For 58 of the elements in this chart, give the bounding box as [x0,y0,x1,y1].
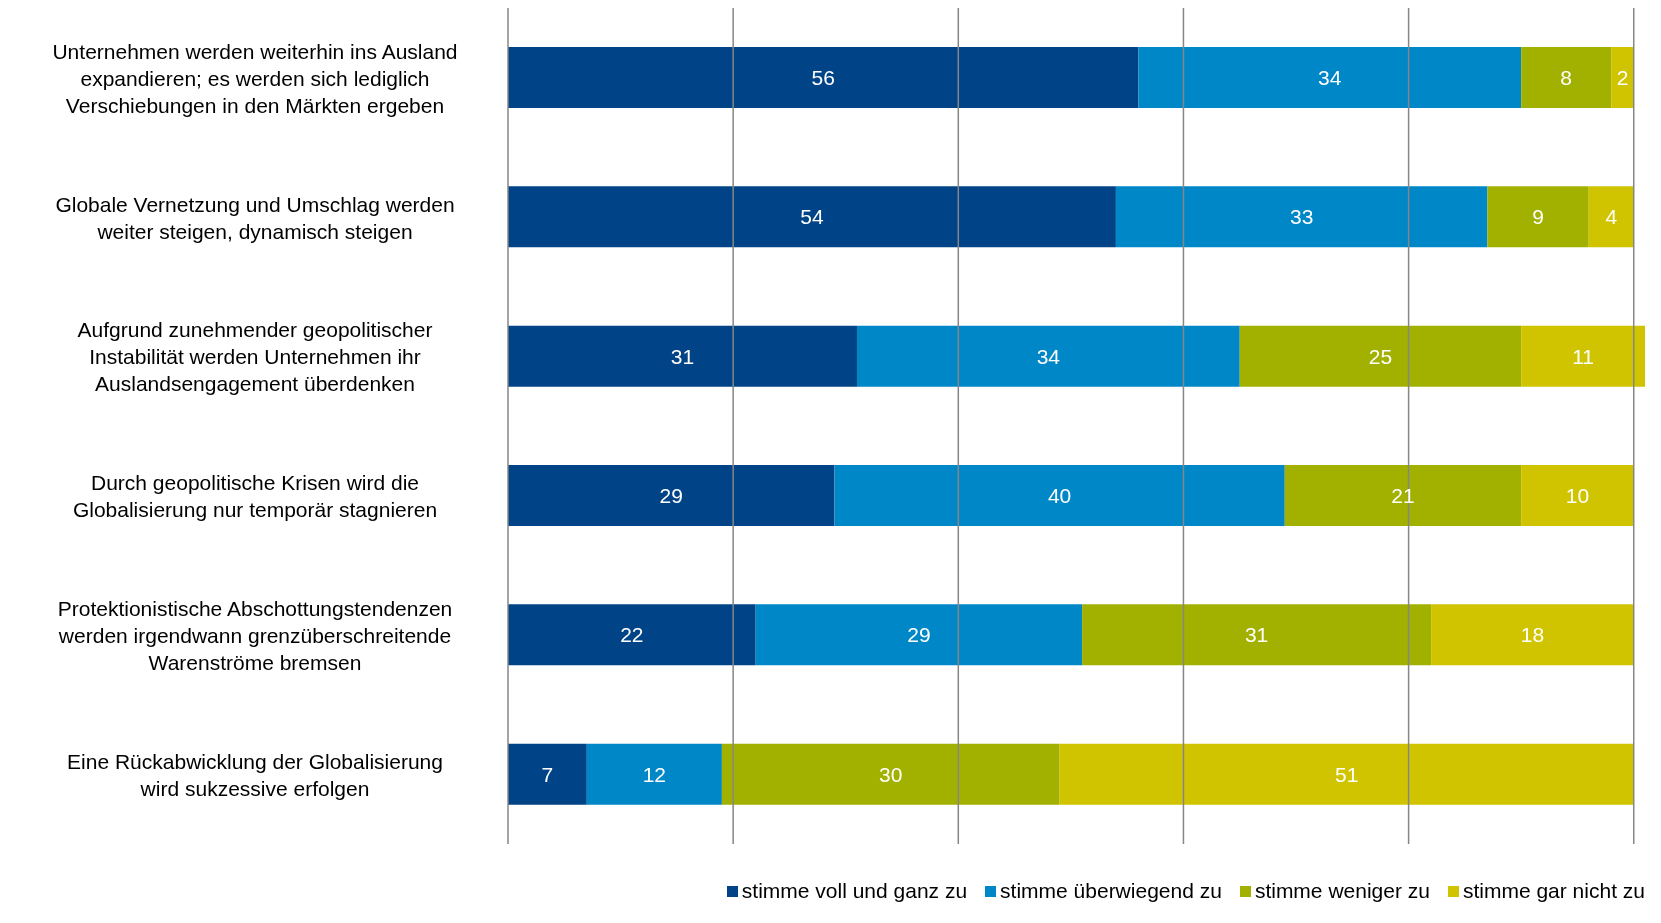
bar [856,325,1240,387]
data-label: 10 [1565,483,1590,507]
data-label: 51 [1335,762,1359,786]
data-label: 18 [1520,623,1545,647]
bar [1521,47,1612,109]
data-label: 34 [1036,344,1061,368]
y-tick-label: Aufgrund zunehmender geopolitischer Instabilität werden Unternehmen ihr Auslandsengagement überdenken [77,317,433,395]
data-label: 31 [670,344,695,368]
data-label: 30 [879,762,903,786]
bar [1521,325,1645,387]
y-tick-label: Unternehmen werden weiterhin ins Ausland expandieren; es werden sich lediglich Verschiebungen in den Märkten ergeben [52,39,458,117]
bar [508,743,587,805]
data-label: 56 [811,65,835,89]
y-tick-label: Protektionistische Abschottungstendenzen werden irgendwann grenzüberschreitende Warenströme bremsen [57,596,453,674]
bar [508,465,835,527]
bar [1588,186,1634,248]
bar [508,47,1139,109]
data-label: 25 [1368,344,1393,368]
data-label: 9 [1532,205,1544,229]
data-label: 31 [1244,623,1269,647]
data-label: 2 [1616,65,1629,89]
legend-label: stimme überwiegend zu [999,879,1222,903]
data-label: 29 [907,623,931,647]
y-tick-label: Globale Vernetzung und Umschlag werden weiter steigen, dynamisch steigen [55,192,455,242]
bar [834,465,1285,527]
bar [1521,465,1634,527]
data-label: 8 [1560,65,1573,89]
bar [721,743,1060,805]
legend-label: stimme voll und ganz zu [740,879,968,903]
bar [508,325,857,387]
y-tick-label: Eine Rückabwicklung der Globalisierung wird sukzessive erfolgen [67,749,443,800]
bar [1138,47,1522,109]
y-tick-label: Durch geopolitische Krisen wird die Globalisierung nur temporär stagnieren [72,470,438,521]
data-label: 4 [1605,205,1618,229]
data-label: 21 [1391,483,1415,507]
data-label: 11 [1572,344,1594,368]
legend-label: stimme weniger zu [1253,879,1430,903]
bar [586,743,722,805]
bar [1284,465,1522,527]
data-label: 29 [659,483,683,507]
bar [1611,47,1634,109]
data-label: 34 [1318,65,1342,89]
bar [1115,186,1488,248]
bar [508,604,756,666]
bar [1487,186,1589,248]
data-label: 22 [620,623,644,647]
bar [1059,743,1634,805]
bar [1082,604,1432,666]
bar [755,604,1083,666]
legend-label: stimme gar nicht zu [1461,879,1645,903]
data-label: 33 [1289,205,1314,229]
data-label: 7 [541,762,554,786]
bar [1431,604,1634,666]
bar [1239,325,1522,387]
bar [508,186,1116,248]
data-label: 12 [642,762,667,786]
data-label: 54 [800,205,824,229]
data-label: 40 [1047,483,1072,507]
